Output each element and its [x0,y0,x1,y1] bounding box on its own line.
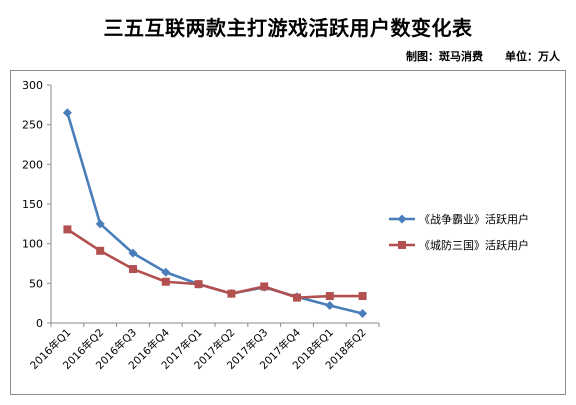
series-1-point [358,308,368,318]
credit-label: 制图：斑马消费 [406,50,483,63]
legend-marker-1 [397,214,407,224]
y-tick-label: 50 [29,277,43,290]
series-1-point [128,248,138,258]
series-line-2 [66,228,363,299]
series-2-point [129,265,137,274]
series-2-point [260,282,269,291]
y-tick-label: 200 [22,158,43,171]
series-1-point [62,108,72,118]
chart-credit-line: 制图：斑马消费 单位：万人 [406,48,560,64]
y-tick-label: 150 [22,198,43,211]
legend-marker-2 [398,241,406,249]
legend-label-1: 《战争霸业》活跃用户 [419,212,529,226]
series-2-point [325,292,334,301]
unit-label: 单位：万人 [505,50,560,63]
series-1-point [95,219,105,229]
y-tick-label: 0 [36,317,43,330]
series-line-1 [66,112,363,315]
y-tick-label: 250 [22,119,43,132]
series-2-point [96,246,105,255]
legend-label-2: 《城防三国》活跃用户 [419,238,529,252]
series-1-point [161,267,171,277]
chart-title: 三五互联两款主打游戏活跃用户数变化表 [103,16,473,40]
series-2-point [194,280,203,289]
line-chart: 0501001502002503002016年Q12016年Q22016年Q32… [22,79,529,372]
series-1-point [325,301,335,311]
series-2-point [293,293,301,302]
series-2-point [161,277,170,286]
y-tick-label: 100 [22,238,43,251]
series-2-point [227,289,236,298]
chart-frame: 0 50 100 150 200 250 300 2016年Q1 2016年Q2 2016年Q3 2… [10,70,566,395]
y-tick-label: 300 [22,79,43,92]
series-2-point [358,292,367,301]
series-2-point [63,225,72,234]
